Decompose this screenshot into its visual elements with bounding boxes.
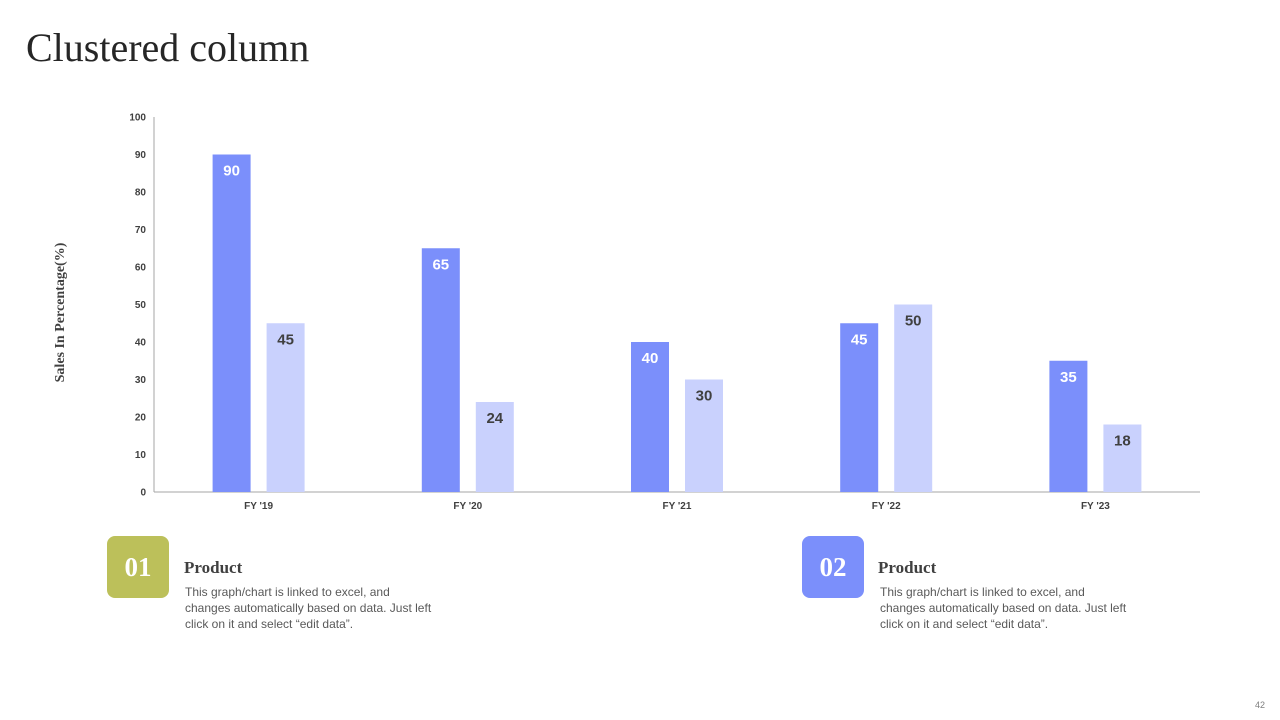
y-tick-label: 80 bbox=[135, 188, 147, 199]
note-heading-2: Product bbox=[878, 558, 937, 577]
y-tick-label: 0 bbox=[140, 488, 146, 499]
data-label: 90 bbox=[223, 163, 240, 180]
bar bbox=[475, 402, 514, 492]
y-tick-label: 100 bbox=[129, 113, 146, 124]
note-heading-1: Product bbox=[184, 558, 243, 577]
data-label: 40 bbox=[642, 350, 659, 367]
y-tick-label: 20 bbox=[135, 413, 147, 424]
note-badge-2: 02 bbox=[802, 536, 864, 598]
x-tick-label: FY '23 bbox=[1081, 501, 1110, 512]
bar bbox=[894, 304, 933, 492]
bar bbox=[685, 379, 723, 492]
y-tick-label: 70 bbox=[135, 225, 147, 236]
y-axis-title: Sales In Percentage(%) bbox=[53, 242, 68, 382]
y-tick-label: 90 bbox=[135, 150, 147, 161]
bar bbox=[212, 154, 251, 492]
y-tick-label: 10 bbox=[135, 450, 147, 461]
bar bbox=[631, 342, 669, 492]
x-tick-label: FY '21 bbox=[663, 501, 692, 512]
x-tick-label: FY '20 bbox=[453, 501, 482, 512]
note-text-2: This graph/chart is linked to excel, and… bbox=[880, 585, 1127, 631]
page-number: 42 bbox=[1254, 700, 1265, 710]
page-title: Clustered column bbox=[26, 25, 310, 70]
bar bbox=[840, 323, 879, 492]
data-label: 65 bbox=[432, 256, 449, 273]
x-tick-label: FY '19 bbox=[244, 501, 273, 512]
y-tick-label: 60 bbox=[135, 263, 147, 274]
note-number-2: 02 bbox=[819, 551, 847, 582]
note-number-1: 01 bbox=[124, 551, 152, 582]
x-tick-label: FY '22 bbox=[872, 501, 901, 512]
bar bbox=[1049, 360, 1088, 492]
bar bbox=[266, 323, 305, 492]
data-label: 18 bbox=[1114, 433, 1131, 450]
data-label: 30 bbox=[696, 388, 713, 405]
y-tick-label: 50 bbox=[135, 300, 147, 311]
data-label: 24 bbox=[486, 410, 503, 427]
y-tick-label: 40 bbox=[135, 338, 147, 349]
bar bbox=[421, 248, 460, 492]
bar bbox=[1103, 424, 1142, 492]
data-label: 35 bbox=[1060, 369, 1077, 386]
data-label: 50 bbox=[905, 313, 922, 330]
note-badge-1: 01 bbox=[107, 536, 169, 598]
clustered-column-chart[interactable]: 0 10 20 30 40 50 60 70 80 90 100 Sales In Percentag… bbox=[0, 0, 1280, 530]
note-text-1: This graph/chart is linked to excel, and… bbox=[185, 585, 432, 631]
y-tick-label: 30 bbox=[135, 375, 147, 386]
data-label: 45 bbox=[277, 331, 294, 348]
data-label: 45 bbox=[851, 331, 868, 348]
